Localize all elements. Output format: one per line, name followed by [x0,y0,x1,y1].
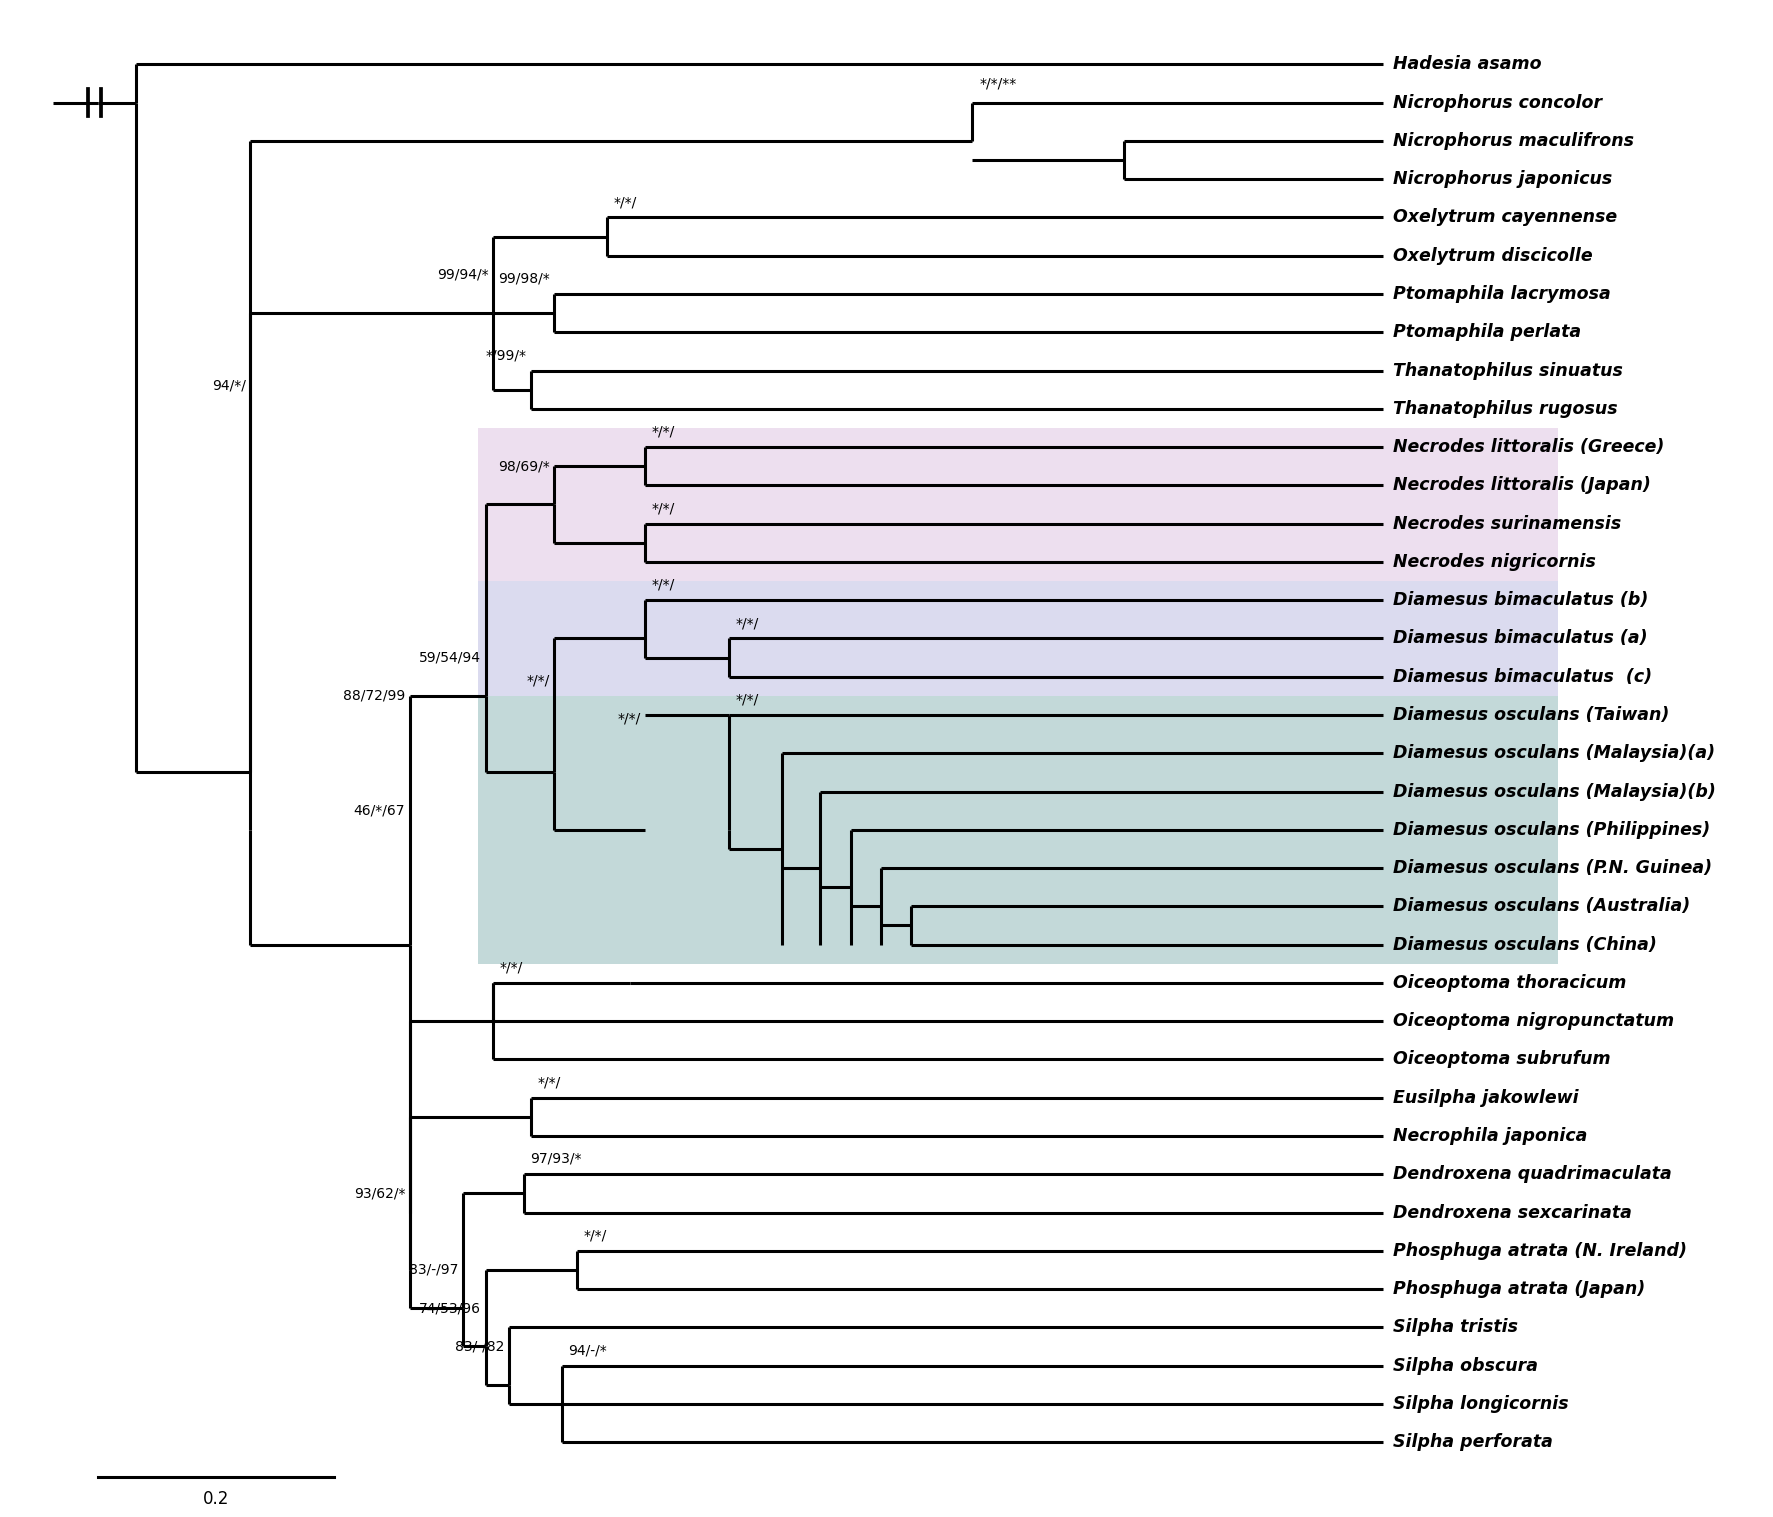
Text: Oiceoptoma nigropunctatum: Oiceoptoma nigropunctatum [1392,1012,1674,1030]
Text: Necrodes littoralis (Japan): Necrodes littoralis (Japan) [1392,476,1651,495]
Text: */*/**: */*/** [979,76,1016,91]
Text: 99/94/*: 99/94/* [436,269,489,282]
Text: Silpha obscura: Silpha obscura [1392,1356,1537,1374]
Text: Diamesus bimaculatus  (c): Diamesus bimaculatus (c) [1392,667,1652,686]
Text: 83/-/82: 83/-/82 [454,1340,504,1353]
Bar [479,428,1557,581]
Text: 98/69/*: 98/69/* [498,460,550,473]
Text: Oiceoptoma thoracicum: Oiceoptoma thoracicum [1392,974,1626,992]
Text: Diamesus osculans (P.N. Guinea): Diamesus osculans (P.N. Guinea) [1392,859,1711,877]
Text: Eusilpha jakowlewi: Eusilpha jakowlewi [1392,1089,1578,1107]
Text: 59/54/94: 59/54/94 [418,651,480,664]
Text: Oxelytrum discicolle: Oxelytrum discicolle [1392,247,1592,264]
Text: Necrodes littoralis (Greece): Necrodes littoralis (Greece) [1392,438,1663,457]
Text: */*/: */*/ [583,1229,606,1242]
Text: 94/*/: 94/*/ [211,379,245,393]
Text: 74/53/96: 74/53/96 [418,1302,480,1315]
Text: Dendroxena quadrimaculata: Dendroxena quadrimaculata [1392,1165,1672,1183]
Text: */*/: */*/ [613,196,637,209]
Text: Diamesus osculans (Malaysia)(a): Diamesus osculans (Malaysia)(a) [1392,745,1714,762]
Text: Silpha perforata: Silpha perforata [1392,1434,1553,1452]
Text: Hadesia asamo: Hadesia asamo [1392,55,1541,73]
Text: Thanatophilus rugosus: Thanatophilus rugosus [1392,400,1617,417]
Text: 97/93/*: 97/93/* [530,1151,582,1167]
Text: 88/72/99: 88/72/99 [342,689,404,702]
Text: */*/: */*/ [500,960,523,974]
Text: 93/62/*: 93/62/* [353,1186,404,1200]
Text: Diamesus osculans (Taiwan): Diamesus osculans (Taiwan) [1392,705,1668,724]
Text: */*/: */*/ [651,501,674,516]
Text: Diamesus bimaculatus (b): Diamesus bimaculatus (b) [1392,592,1647,610]
Text: */*/: */*/ [734,693,757,707]
Text: 46/*/67: 46/*/67 [353,804,404,818]
Text: Nicrophorus concolor: Nicrophorus concolor [1392,94,1601,112]
Text: */*/: */*/ [537,1076,560,1089]
Text: */*/: */*/ [651,578,674,592]
Bar [479,696,1557,963]
Text: Ptomaphila perlata: Ptomaphila perlata [1392,323,1580,341]
Text: Diamesus osculans (Australia): Diamesus osculans (Australia) [1392,898,1690,915]
Text: Diamesus osculans (China): Diamesus osculans (China) [1392,936,1656,954]
Text: Thanatophilus sinuatus: Thanatophilus sinuatus [1392,361,1622,379]
Text: Oiceoptoma subrufum: Oiceoptoma subrufum [1392,1050,1610,1068]
Text: Dendroxena sexcarinata: Dendroxena sexcarinata [1392,1203,1631,1221]
Text: Ptomaphila lacrymosa: Ptomaphila lacrymosa [1392,285,1610,303]
Text: */*/: */*/ [651,425,674,438]
Text: Phosphuga atrata (Japan): Phosphuga atrata (Japan) [1392,1280,1645,1299]
Text: */*/: */*/ [617,711,640,725]
Text: Necrophila japonica: Necrophila japonica [1392,1127,1587,1145]
Bar [479,581,1557,696]
Text: Nicrophorus maculifrons: Nicrophorus maculifrons [1392,132,1633,150]
Text: */99/*: */99/* [486,349,527,363]
Text: Phosphuga atrata (N. Ireland): Phosphuga atrata (N. Ireland) [1392,1242,1686,1259]
Text: Diamesus bimaculatus (a): Diamesus bimaculatus (a) [1392,630,1647,648]
Text: Diamesus osculans (Philippines): Diamesus osculans (Philippines) [1392,821,1709,839]
Text: Necrodes surinamensis: Necrodes surinamensis [1392,514,1621,532]
Text: 99/98/*: 99/98/* [498,272,550,285]
Text: 83/-/97: 83/-/97 [410,1264,457,1277]
Text: Necrodes nigricornis: Necrodes nigricornis [1392,552,1596,570]
Text: */*/: */*/ [527,674,550,687]
Text: Silpha longicornis: Silpha longicornis [1392,1394,1567,1412]
Text: 0.2: 0.2 [202,1490,229,1508]
Text: Silpha tristis: Silpha tristis [1392,1318,1518,1336]
Text: 94/-/*: 94/-/* [567,1343,606,1358]
Text: Diamesus osculans (Malaysia)(b): Diamesus osculans (Malaysia)(b) [1392,783,1714,801]
Text: Nicrophorus japonicus: Nicrophorus japonicus [1392,170,1612,188]
Text: */*/: */*/ [734,616,757,630]
Text: Oxelytrum cayennense: Oxelytrum cayennense [1392,208,1617,226]
